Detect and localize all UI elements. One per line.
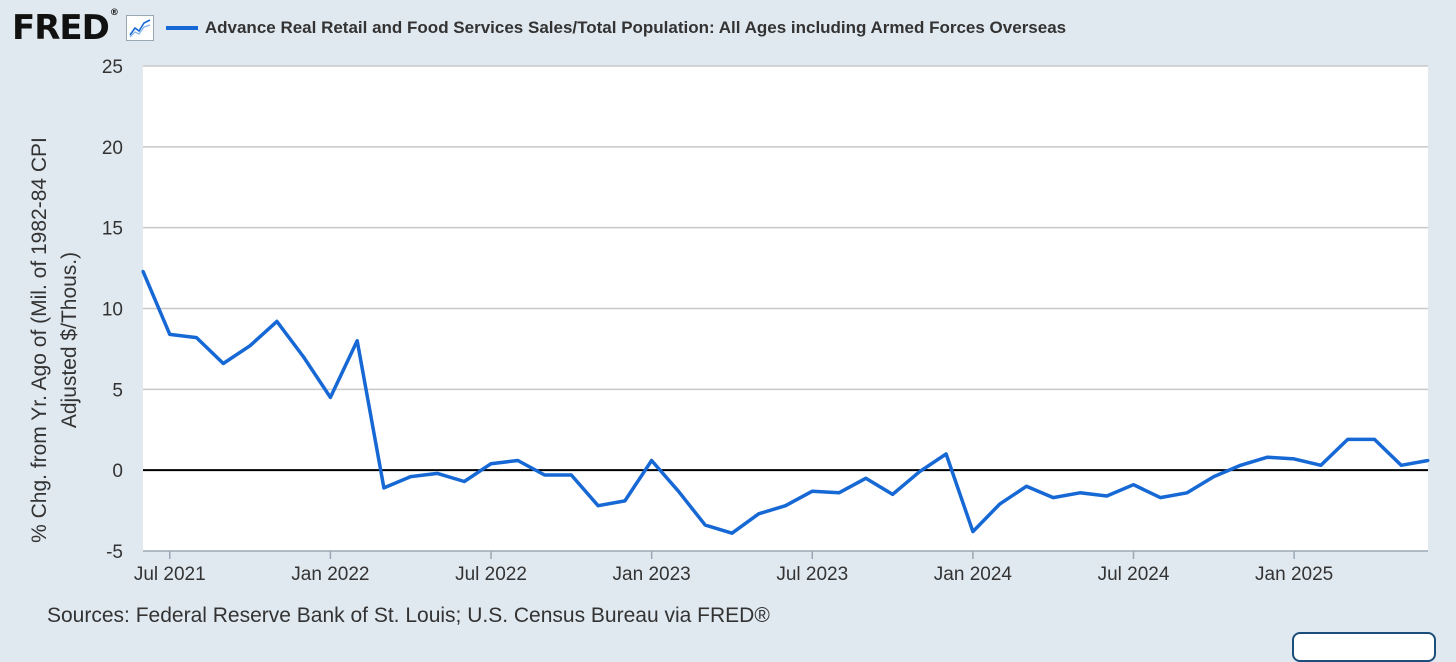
legend-swatch	[165, 26, 198, 30]
y-tick-label: -5	[106, 542, 123, 563]
data-point	[917, 470, 921, 474]
data-point	[168, 332, 172, 336]
data-point	[1292, 457, 1296, 461]
data-point	[596, 504, 600, 508]
y-tick-label: 0	[112, 461, 123, 482]
x-tick-label: Jan 2024	[934, 564, 1013, 585]
chart-header: FRED® Advance Real Retail and Food Servi…	[12, 8, 1066, 48]
data-point	[784, 504, 787, 508]
y-axis-label-line-2: Adjusted $/Thous.)	[58, 252, 81, 428]
data-point	[1051, 496, 1055, 500]
data-point	[1078, 491, 1082, 495]
data-point	[1426, 459, 1430, 462]
data-point	[516, 459, 520, 462]
data-point	[1132, 483, 1135, 487]
y-tick-label: 10	[102, 300, 123, 321]
data-point	[382, 486, 386, 490]
data-point	[409, 475, 413, 479]
data-point	[1346, 437, 1350, 441]
data-point	[944, 452, 948, 456]
data-point	[436, 471, 439, 475]
data-point	[971, 530, 975, 534]
data-point	[195, 336, 198, 340]
series-title: Advance Real Retail and Food Services Sa…	[204, 18, 1067, 37]
data-point	[1373, 437, 1376, 441]
gridlines	[143, 65, 1428, 391]
sources-note: Sources: Federal Reserve Bank of St. Lou…	[47, 604, 770, 627]
data-point	[275, 319, 279, 323]
data-point	[1024, 484, 1028, 488]
data-point	[1239, 463, 1243, 467]
data-point	[141, 269, 145, 273]
data-point	[543, 473, 547, 477]
data-point	[248, 344, 252, 348]
x-tick-label: Jul 2023	[776, 564, 848, 585]
data-point	[328, 395, 332, 399]
data-point	[998, 502, 1002, 506]
data-point	[302, 355, 306, 359]
line-chart-icon[interactable]	[125, 15, 154, 41]
data-point	[703, 523, 707, 527]
x-tick-label: Jan 2025	[1255, 564, 1333, 585]
data-points	[141, 269, 1430, 535]
y-tick-label: 5	[112, 380, 123, 401]
data-point	[1158, 496, 1162, 500]
data-point	[1212, 475, 1216, 479]
data-point	[1319, 463, 1323, 467]
y-axis-label: % Chg. from Yr. Ago of (Mil. of 1982-84 …	[28, 137, 51, 543]
y-tick-label: 20	[102, 138, 123, 159]
data-point	[676, 489, 680, 493]
x-tick-label: Jul 2021	[134, 564, 206, 585]
data-point	[623, 499, 627, 503]
data-point	[730, 531, 734, 535]
data-point	[837, 491, 841, 495]
data-point	[462, 480, 466, 483]
data-point	[221, 362, 225, 365]
x-tick-label: Jul 2022	[455, 564, 527, 585]
x-axis-ticks: Jul 2021 Jan 2022 Jul 2022 Jan 2023 Jul 2023…	[134, 551, 1333, 585]
data-point	[355, 339, 359, 343]
data-point	[810, 489, 814, 493]
data-point	[569, 473, 573, 477]
data-point	[757, 512, 761, 516]
y-axis-ticks: -5 0 5 10 15 20 25	[102, 57, 123, 563]
data-point	[650, 459, 654, 462]
data-point	[1399, 463, 1403, 467]
x-tick-label: Jan 2022	[291, 564, 369, 585]
x-tick-label: Jan 2023	[613, 564, 691, 585]
data-point	[864, 476, 868, 480]
data-point	[489, 462, 493, 466]
data-point	[1105, 494, 1109, 498]
x-tick-label: Jul 2024	[1098, 564, 1170, 585]
data-point	[891, 492, 895, 496]
y-tick-label: 25	[102, 57, 123, 78]
edit-graph-button[interactable]	[1292, 632, 1436, 662]
line-chart: -5 0 5 10 15 20 25 Jul 2021 Jan 2022 Jul 2022 Jan…	[28, 57, 1430, 585]
data-point	[1265, 455, 1269, 459]
fred-logo[interactable]: FRED®	[12, 8, 119, 48]
y-tick-label: 15	[102, 219, 123, 240]
data-point	[1185, 491, 1189, 495]
